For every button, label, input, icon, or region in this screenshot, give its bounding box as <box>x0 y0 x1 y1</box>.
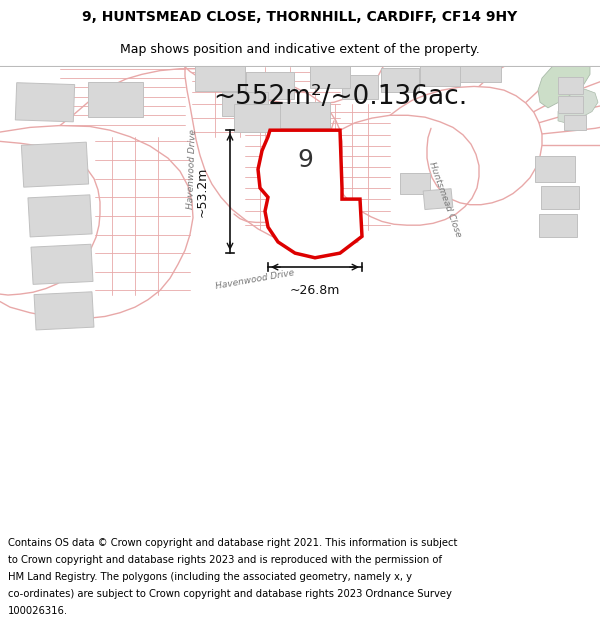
Bar <box>28 195 92 237</box>
Bar <box>195 65 245 91</box>
Polygon shape <box>558 89 598 122</box>
Text: 100026316.: 100026316. <box>8 606 68 616</box>
Bar <box>222 92 268 116</box>
Bar <box>310 64 350 88</box>
Bar <box>557 77 583 94</box>
Bar <box>381 68 419 92</box>
Bar <box>234 104 286 132</box>
Bar <box>16 82 74 122</box>
Text: Map shows position and indicative extent of the property.: Map shows position and indicative extent… <box>120 43 480 56</box>
Bar <box>31 244 93 284</box>
Bar <box>342 75 378 99</box>
Polygon shape <box>538 58 590 108</box>
Bar <box>400 173 430 194</box>
Bar <box>34 292 94 330</box>
Text: Huntsmead Close: Huntsmead Close <box>427 160 463 238</box>
Text: 9: 9 <box>297 148 313 172</box>
Text: to Crown copyright and database rights 2023 and is reproduced with the permissio: to Crown copyright and database rights 2… <box>8 555 442 565</box>
Bar <box>22 142 89 187</box>
Text: Contains OS data © Crown copyright and database right 2021. This information is : Contains OS data © Crown copyright and d… <box>8 538 457 548</box>
Bar <box>535 156 575 182</box>
Bar <box>564 115 586 130</box>
Bar <box>539 214 577 237</box>
Text: Havenwood Drive: Havenwood Drive <box>186 129 198 209</box>
Text: HM Land Registry. The polygons (including the associated geometry, namely x, y: HM Land Registry. The polygons (includin… <box>8 572 412 582</box>
Text: Havenwood Drive: Havenwood Drive <box>215 268 295 291</box>
Bar <box>88 82 143 117</box>
Text: ~53.2m: ~53.2m <box>196 166 209 217</box>
Bar <box>557 96 583 112</box>
Text: 9, HUNTSMEAD CLOSE, THORNHILL, CARDIFF, CF14 9HY: 9, HUNTSMEAD CLOSE, THORNHILL, CARDIFF, … <box>82 11 518 24</box>
Bar <box>423 189 453 209</box>
Text: co-ordinates) are subject to Crown copyright and database rights 2023 Ordnance S: co-ordinates) are subject to Crown copyr… <box>8 589 452 599</box>
Bar <box>246 72 294 99</box>
Text: ~552m²/~0.136ac.: ~552m²/~0.136ac. <box>213 84 467 109</box>
Bar <box>541 186 579 209</box>
Bar <box>280 102 330 128</box>
Bar <box>459 56 501 82</box>
Bar <box>420 62 460 86</box>
Text: ~26.8m: ~26.8m <box>290 284 340 297</box>
Polygon shape <box>258 130 362 258</box>
